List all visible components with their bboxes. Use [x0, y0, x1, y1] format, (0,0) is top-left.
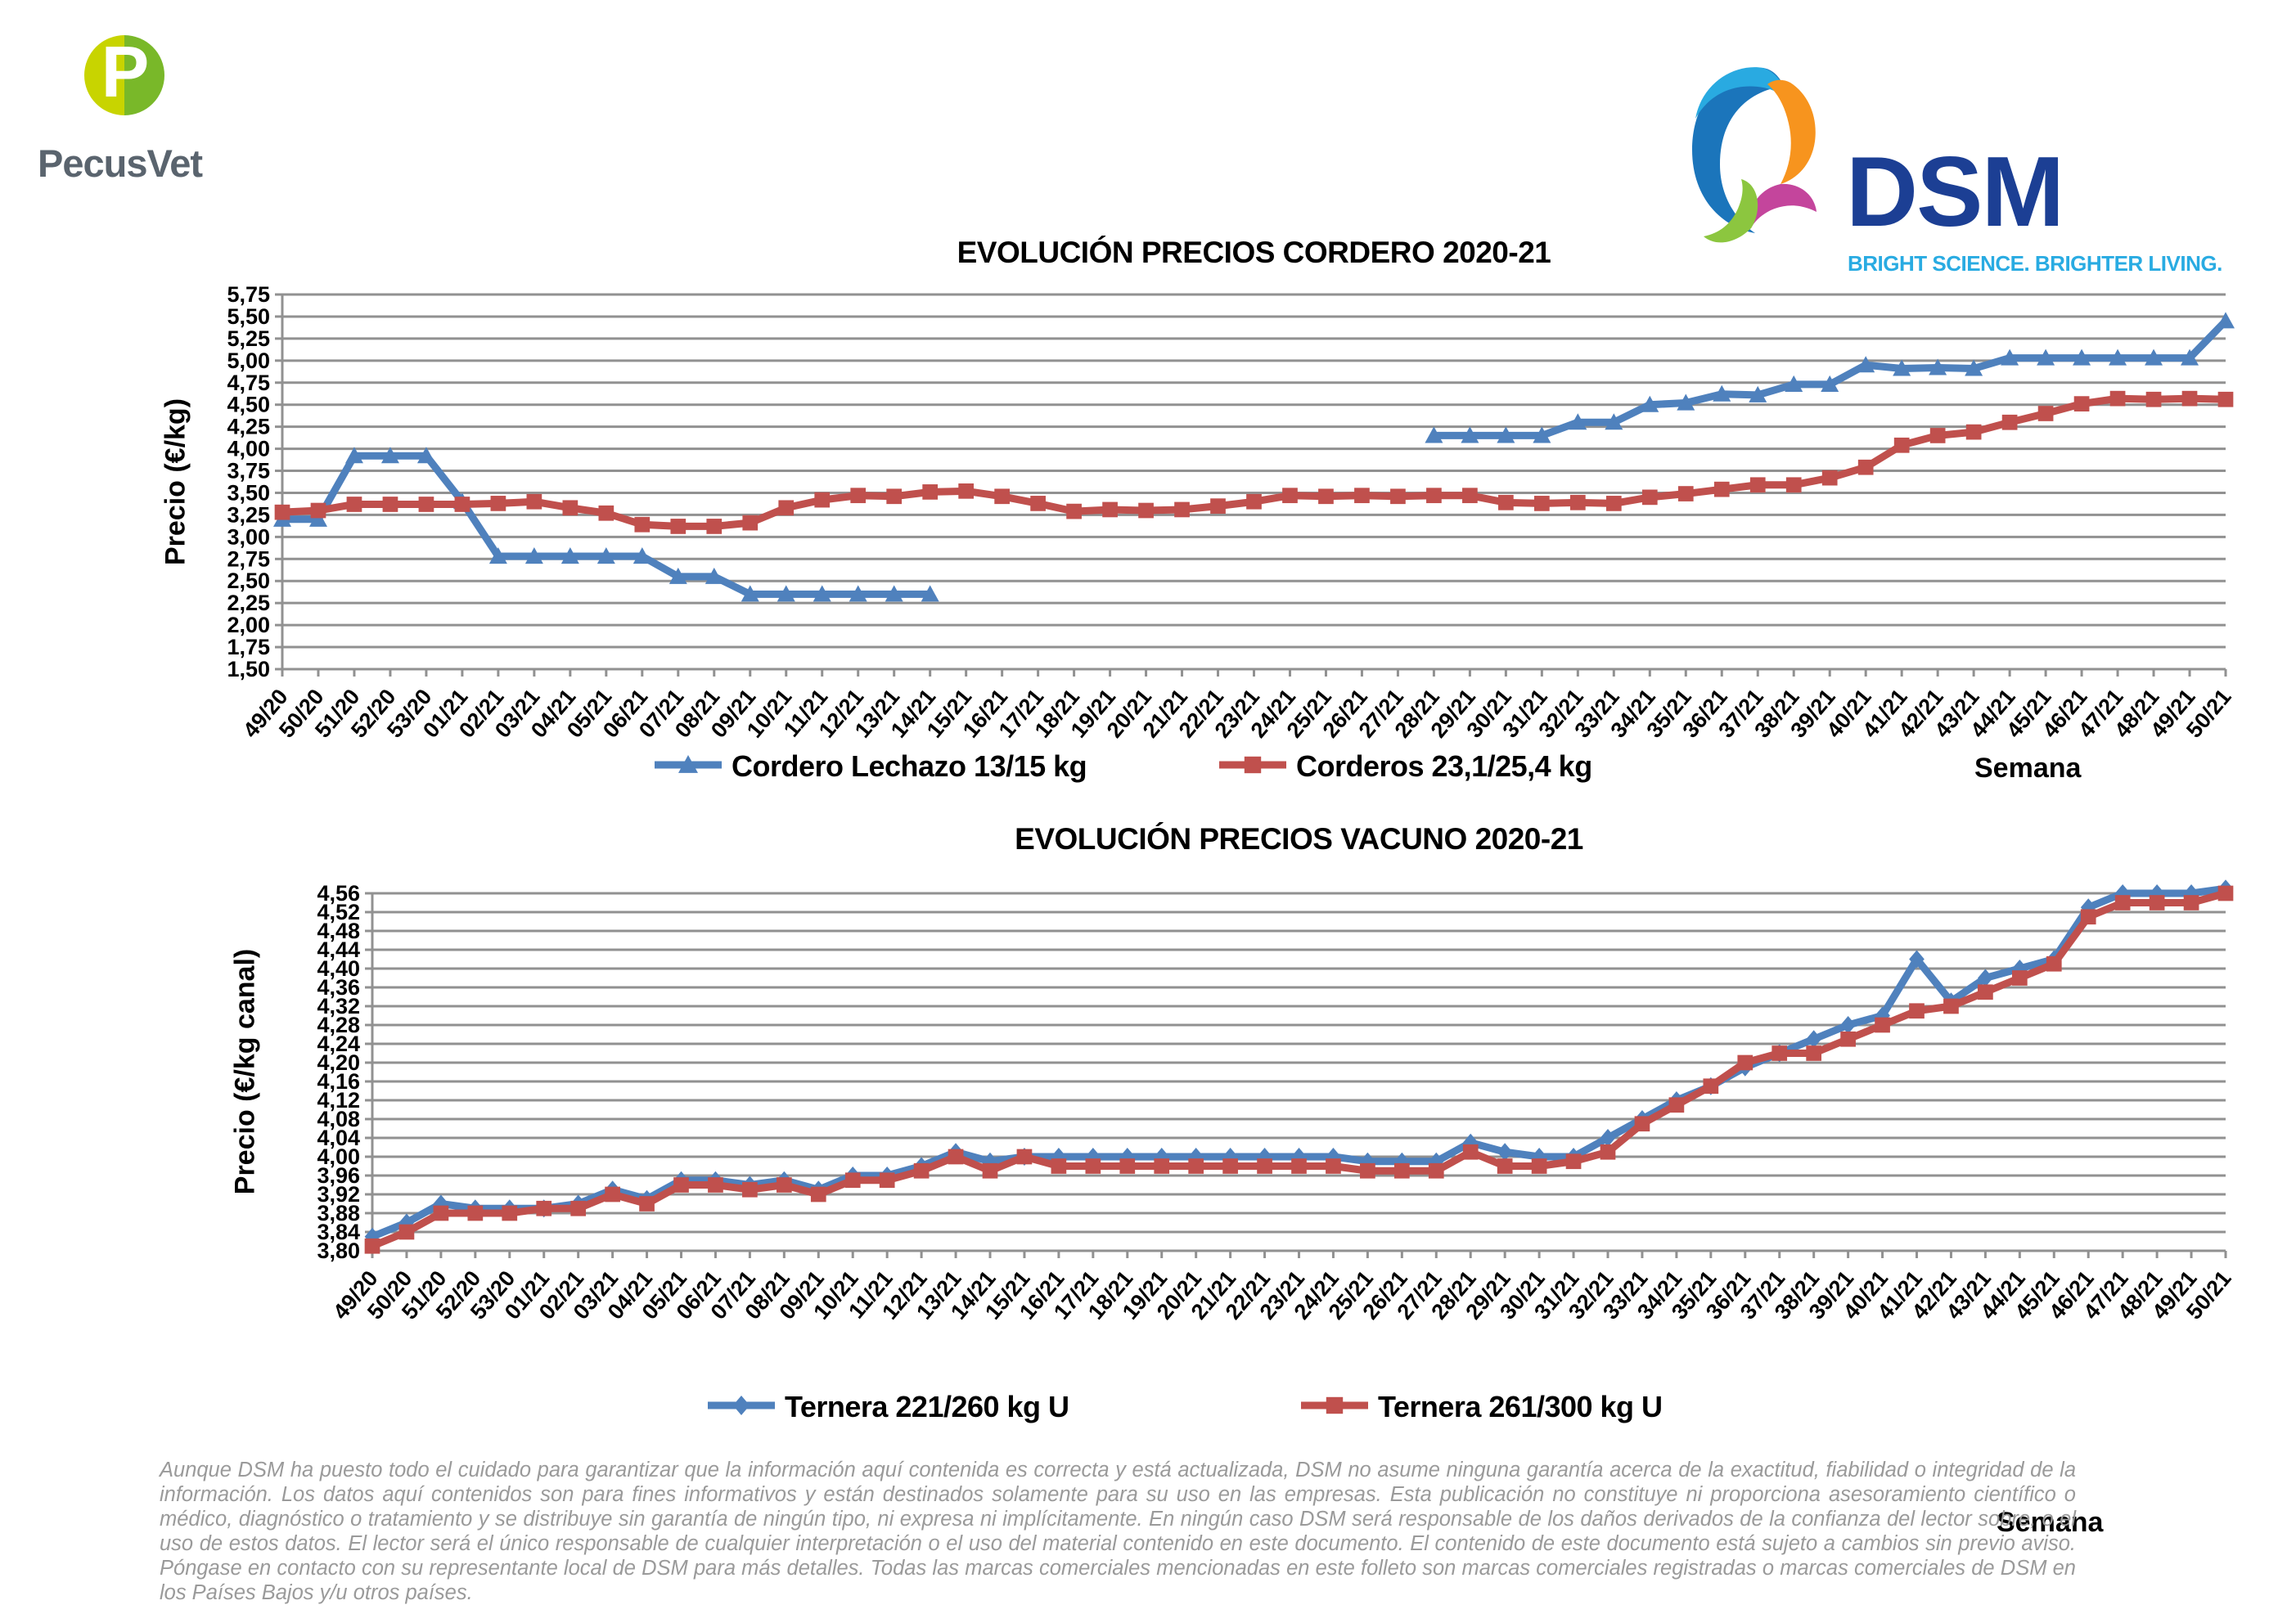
dsm-wordmark: DSM — [1846, 136, 2064, 247]
red-square-line-icon — [1299, 1391, 1370, 1423]
red-square-line-icon — [1218, 751, 1288, 783]
vacuno-y-tick: 4,44 — [317, 937, 360, 962]
cordero-plot: 1,501,752,002,252,502,753,003,253,503,75… — [227, 282, 2235, 743]
pecusvet-circle-icon: P — [84, 34, 164, 115]
vacuno-y-tick: 3,88 — [317, 1201, 360, 1225]
cordero-y-tick: 2,25 — [227, 591, 270, 615]
cordero-y-tick: 5,25 — [227, 326, 270, 351]
cordero-y-tick: 3,25 — [227, 502, 270, 527]
vacuno-y-tick: 4,28 — [317, 1013, 360, 1037]
vacuno-y-tick: 3,80 — [317, 1239, 360, 1263]
cordero-y-tick: 5,75 — [227, 282, 270, 307]
vacuno-y-tick: 4,24 — [317, 1032, 360, 1056]
legend-ternera-261-300: Ternera 261/300 kg U — [1299, 1390, 1663, 1423]
legend-ternera-221-260: Ternera 221/260 kg U — [706, 1390, 1069, 1423]
vacuno-y-tick: 4,32 — [317, 994, 360, 1018]
vacuno-y-tick: 4,40 — [317, 956, 360, 981]
vacuno-plot: 3,803,843,883,923,964,004,044,084,124,16… — [317, 879, 2236, 1324]
cordero-chart-title: EVOLUCIÓN PRECIOS CORDERO 2020-21 — [957, 236, 1551, 269]
vacuno-series-1 — [364, 885, 2234, 1254]
cordero-y-tick: 1,50 — [227, 657, 270, 681]
cordero-y-tick: 5,50 — [227, 304, 270, 329]
cordero-series-1 — [274, 390, 2234, 534]
vacuno-y-tick: 4,12 — [317, 1088, 360, 1113]
vacuno-y-tick: 3,96 — [317, 1163, 360, 1188]
cordero-y-tick: 2,00 — [227, 613, 270, 637]
cordero-y-tick: 5,00 — [227, 348, 270, 373]
cordero-y-tick: 3,00 — [227, 524, 270, 549]
cordero-y-tick: 4,00 — [227, 437, 270, 461]
dsm-swirl-icon — [1692, 67, 1817, 243]
cordero-series-0 — [273, 312, 2235, 602]
blue-triangle-line-icon — [653, 751, 723, 783]
cordero-y-tick: 4,50 — [227, 393, 270, 417]
vacuno-y-tick: 4,16 — [317, 1069, 360, 1094]
cordero-y-tick: 3,50 — [227, 480, 270, 505]
dsm-logo: DSM BRIGHT SCIENCE. BRIGHTER LIVING. — [1686, 37, 2242, 282]
vacuno-y-tick: 3,92 — [317, 1182, 360, 1207]
pecusvet-wordmark: PecusVet — [38, 142, 203, 185]
vacuno-y-tick: 4,52 — [317, 900, 360, 924]
vacuno-y-tick: 4,20 — [317, 1050, 360, 1075]
vacuno-y-tick: 4,56 — [317, 881, 360, 906]
cordero-y-tick: 2,50 — [227, 569, 270, 593]
pecusvet-monogram: P — [101, 34, 150, 112]
vacuno-y-tick: 4,04 — [317, 1126, 360, 1150]
vacuno-y-tick: 3,84 — [317, 1220, 360, 1244]
dsm-tagline: BRIGHT SCIENCE. BRIGHTER LIVING. — [1848, 251, 2222, 276]
vacuno-y-tick: 4,48 — [317, 919, 360, 943]
cordero-y-tick: 3,75 — [227, 459, 270, 483]
cordero-y-tick: 1,75 — [227, 635, 270, 659]
cordero-y-tick: 4,25 — [227, 415, 270, 439]
disclaimer-text: Aunque DSM ha puesto todo el cuidado par… — [160, 1459, 2076, 1604]
cordero-y-tick: 4,75 — [227, 371, 270, 395]
vacuno-y-tick: 4,36 — [317, 975, 360, 1000]
cordero-y-tick: 2,75 — [227, 546, 270, 571]
legend-corderos: Corderos 23,1/25,4 kg — [1218, 749, 1592, 783]
vacuno-x-axis-title: Semana — [1997, 1507, 2104, 1538]
legend-cordero-lechazo: Cordero Lechazo 13/15 kg — [653, 749, 1087, 783]
cordero-x-axis-title: Semana — [1974, 753, 2082, 784]
vacuno-y-tick: 4,00 — [317, 1144, 360, 1169]
vacuno-y-tick: 4,08 — [317, 1107, 360, 1131]
vacuno-chart-title: EVOLUCIÓN PRECIOS VACUNO 2020-21 — [1015, 822, 1583, 856]
pecusvet-logo: P PecusVet — [38, 33, 250, 196]
blue-diamond-line-icon — [706, 1391, 777, 1423]
